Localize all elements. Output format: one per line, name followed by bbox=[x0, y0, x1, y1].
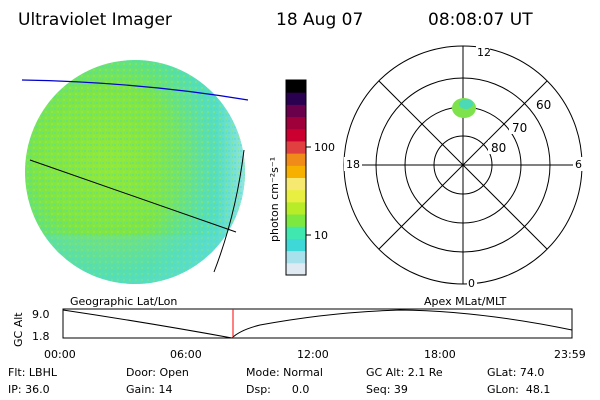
image-time: 08:08:07 UT bbox=[428, 10, 533, 30]
timeline-left-title: Geographic Lat/Lon bbox=[70, 295, 177, 308]
timeline-x-tick-1800: 18:00 bbox=[424, 348, 456, 361]
colorbar-swatch bbox=[286, 201, 306, 215]
mlt-label-6: 6 bbox=[575, 158, 582, 171]
colorbar-swatch bbox=[286, 262, 306, 276]
mlat-label-80: 80 bbox=[491, 141, 506, 155]
colorbar-tick-100: 100 bbox=[314, 141, 335, 154]
timeline-y-label: GC Alt bbox=[12, 312, 25, 347]
timeline-x-tick-1200: 12:00 bbox=[297, 348, 329, 361]
colorbar-swatch bbox=[286, 250, 306, 264]
glat-status: GLat: 74.0 bbox=[487, 366, 544, 379]
geographic-grid-line bbox=[29, 159, 237, 233]
image-date: 18 Aug 07 bbox=[276, 10, 363, 30]
limb-line bbox=[213, 149, 245, 273]
orbit-timeline: Geographic Lat/Lon Apex MLat/MLT GC Alt … bbox=[12, 295, 586, 361]
colorbar-swatch bbox=[286, 177, 306, 191]
mlat-label-60: 60 bbox=[536, 98, 551, 112]
mlt-label-0: 0 bbox=[468, 277, 475, 290]
colorbar-tick-10: 10 bbox=[314, 229, 328, 242]
colorbar-swatch bbox=[286, 189, 306, 203]
timeline-y-tick-max: 9.0 bbox=[32, 308, 50, 321]
mlt-label-12: 12 bbox=[477, 46, 491, 59]
mlat-label-70: 70 bbox=[512, 121, 527, 135]
gc-alt-status: GC Alt: 2.1 Re bbox=[366, 366, 443, 379]
door-status: Door: Open bbox=[126, 366, 189, 379]
timeline-right-title: Apex MLat/MLT bbox=[424, 295, 507, 308]
mlt-label-18: 18 bbox=[346, 158, 360, 171]
glon-status: GLon: 48.1 bbox=[487, 383, 550, 396]
colorbar-swatch bbox=[286, 80, 306, 93]
dsp-status: Dsp: 0.0 bbox=[246, 383, 309, 396]
timeline-x-tick-0000: 00:00 bbox=[44, 348, 76, 361]
colorbar-swatch bbox=[286, 153, 306, 166]
filter-status: Flt: LBHL bbox=[8, 366, 58, 379]
timeline-y-tick-min: 1.8 bbox=[32, 330, 50, 343]
gain-status: Gain: 14 bbox=[126, 383, 173, 396]
colorbar-swatch bbox=[286, 226, 306, 239]
colorbar-swatch bbox=[286, 165, 306, 178]
gc-altitude-curve bbox=[62, 309, 573, 339]
colorbar-swatch bbox=[286, 140, 306, 154]
colorbar-swatch bbox=[286, 238, 306, 252]
colorbar-swatch bbox=[286, 128, 306, 142]
instrument-title: Ultraviolet Imager bbox=[18, 10, 172, 30]
colorbar-label: photon cm⁻²s⁻¹ bbox=[268, 157, 281, 242]
terminator-line bbox=[21, 79, 249, 101]
timeline-x-tick-2359: 23:59 bbox=[554, 348, 586, 361]
colorbar-swatch bbox=[286, 116, 306, 130]
intensity-colorbar: 100 10 photon cm⁻²s⁻¹ bbox=[268, 79, 335, 276]
polar-mlt-plot bbox=[343, 45, 583, 285]
status-footer: Flt: LBHL Door: Open Mode: Normal GC Alt… bbox=[8, 366, 550, 396]
colorbar-swatches bbox=[286, 80, 306, 276]
timeline-x-tick-0600: 06:00 bbox=[170, 348, 202, 361]
mode-status: Mode: Normal bbox=[246, 366, 323, 379]
ip-status: IP: 36.0 bbox=[8, 383, 50, 396]
uv-earth-image bbox=[21, 60, 249, 284]
colorbar-swatch bbox=[286, 104, 306, 118]
colorbar-swatch bbox=[286, 214, 306, 227]
colorbar-swatch bbox=[286, 92, 306, 105]
seq-status: Seq: 39 bbox=[366, 383, 408, 396]
